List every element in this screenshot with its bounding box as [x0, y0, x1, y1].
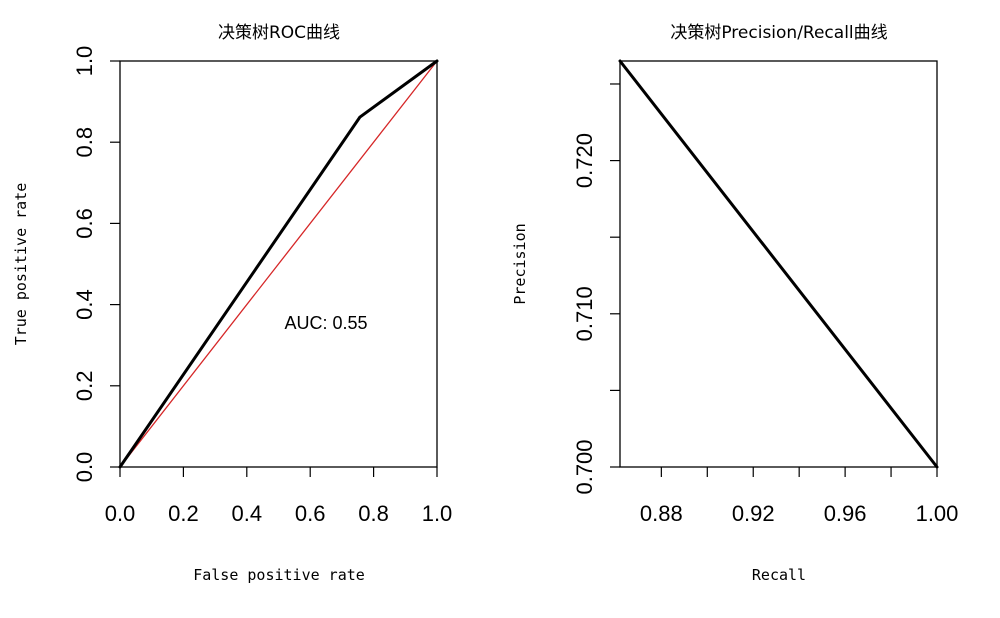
pr-series-pr	[618, 59, 939, 469]
roc-y-tick-label: 0.0	[72, 452, 97, 483]
roc-lines	[118, 59, 439, 469]
roc-x-tick-label: 0.0	[105, 501, 136, 526]
roc-x-tick-label: 1.0	[422, 501, 453, 526]
roc-series-roc	[118, 59, 439, 469]
pr-xlabel: Recall	[752, 566, 806, 584]
roc-x-tick-label: 0.2	[168, 501, 199, 526]
pr-y-tick-label: 0.700	[572, 439, 597, 494]
pr-title: 决策树Precision/Recall曲线	[670, 23, 887, 43]
roc-plot-frame	[119, 60, 438, 468]
roc-y-tick-label: 0.6	[72, 208, 97, 239]
pr-panel: 决策树Precision/Recall曲线 0.88 0.92 0.96 1.000.…	[511, 23, 958, 584]
pr-y-tick-label: 0.710	[572, 286, 597, 341]
pr-ticks: 0.88 0.92 0.96 1.00 0.700 0.710 0.720	[572, 83, 959, 526]
pr-x-tick-label: 0.96	[824, 501, 867, 526]
roc-y-tick-label: 0.2	[72, 371, 97, 402]
roc-x-tick-label: 0.4	[232, 501, 263, 526]
roc-ylabel: True positive rate	[12, 183, 30, 346]
roc-x-tick-label: 0.8	[358, 501, 389, 526]
roc-y-tick-label: 0.4	[72, 289, 97, 320]
pr-x-tick-label: 0.88	[640, 501, 683, 526]
pr-plot-frame	[619, 60, 938, 468]
roc-x-tick-label: 0.6	[295, 501, 326, 526]
pr-x-tick-label: 1.00	[916, 501, 959, 526]
roc-y-tick-label: 1.0	[72, 46, 97, 77]
roc-xlabel: False positive rate	[193, 566, 365, 584]
pr-lines	[618, 59, 939, 469]
pr-ylabel: Precision	[511, 223, 529, 304]
pr-x-tick-label: 0.92	[732, 501, 775, 526]
roc-series-diagonal	[119, 60, 438, 468]
roc-auc-annotation: AUC: 0.55	[285, 313, 368, 333]
roc-ticks: 0.0 0.2 0.4 0.6 0.8 1.0 0.0 0.2 0.4 0.6 0.8 1.0	[72, 46, 452, 526]
roc-title: 决策树ROC曲线	[218, 23, 340, 43]
roc-panel: 决策树ROC曲线 0.0 0.2 0.4 0.6 0.8 1.00.00.20.40.60…	[12, 23, 452, 584]
roc-y-tick-label: 0.8	[72, 127, 97, 158]
pr-y-tick-label: 0.720	[572, 133, 597, 188]
